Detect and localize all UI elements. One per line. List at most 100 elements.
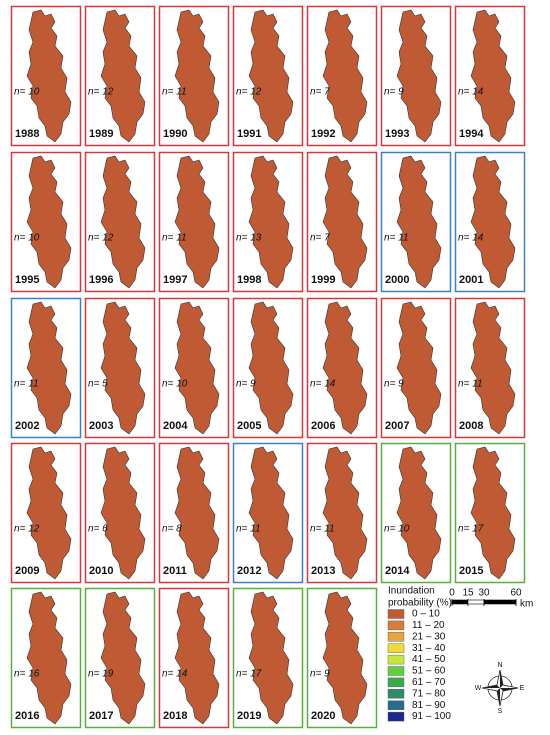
map-panel: n= 9 2007: [380, 297, 452, 439]
year-label: 1994: [459, 128, 484, 140]
map-panel: n= 12 2009: [10, 442, 82, 584]
legend-label: 21 – 30: [412, 631, 446, 642]
map-panel: n= 12 1989: [84, 5, 156, 147]
map-panel: n= 9 2005: [232, 297, 304, 439]
sample-count: n= 14: [310, 379, 336, 390]
year-label: 2020: [311, 710, 335, 722]
sample-count: n= 9: [384, 87, 404, 98]
year-label: 2013: [311, 565, 335, 577]
map-panel: n= 11 1997: [158, 151, 230, 293]
year-label: 2011: [163, 565, 187, 577]
map-panel: n= 13 1998: [232, 151, 304, 293]
map-panel: n= 11 2013: [306, 442, 378, 584]
scale-unit: km: [520, 599, 533, 610]
legend-label: 51 – 60: [412, 666, 446, 677]
sample-count: n= 10: [14, 233, 40, 244]
sample-count: n= 6: [88, 524, 108, 535]
sample-count: n= 14: [162, 669, 188, 680]
year-label: 2001: [459, 274, 483, 286]
year-label: 1998: [237, 274, 261, 286]
scale-segment: [483, 599, 517, 605]
sample-count: n= 11: [236, 524, 261, 535]
scale-label: 30: [478, 588, 490, 599]
legend-swatch: [387, 620, 405, 631]
year-label: 1989: [89, 128, 113, 140]
year-label: 1991: [237, 128, 261, 140]
map-panel: n= 9 2020: [306, 587, 378, 729]
year-label: 1993: [385, 128, 409, 140]
map-panel: n= 10 1988: [10, 5, 82, 147]
map-panel: n= 11 2008: [454, 297, 526, 439]
sample-count: n= 10: [14, 87, 40, 98]
legend-label: 91 – 100: [412, 711, 451, 722]
sample-count: n= 12: [88, 87, 114, 98]
legend-swatch: [387, 654, 405, 665]
map-panel: n= 8 2011: [158, 442, 230, 584]
map-panel: n= 16 2016: [10, 587, 82, 729]
scale-label: 60: [510, 588, 522, 599]
year-label: 2019: [237, 710, 261, 722]
scale-segment: [467, 599, 485, 605]
legend-title: probability (%): [388, 598, 452, 609]
map-panel: n= 11 2000: [380, 151, 452, 293]
year-label: 2016: [15, 710, 39, 722]
legend-label: 61 – 70: [412, 677, 446, 688]
year-label: 2006: [311, 420, 335, 432]
year-label: 1995: [15, 274, 39, 286]
map-panel: n= 10 2014: [380, 442, 452, 584]
sample-count: n= 7: [310, 87, 330, 98]
year-label: 1990: [163, 128, 187, 140]
sample-count: n= 14: [458, 233, 484, 244]
legend-swatch: [387, 700, 405, 710]
map-panel: n= 14 2001: [454, 151, 526, 293]
map-panel: n= 11 2002: [10, 297, 82, 439]
legend-label: 31 – 40: [412, 643, 446, 654]
map-panels: n= 10 1988 n= 12 1989 n= 11 1990 n= 12 1991 n= 7…: [10, 5, 526, 729]
compass-s: S: [498, 708, 503, 715]
sample-count: n= 11: [162, 87, 187, 98]
map-panel: n= 7 1999: [306, 151, 378, 293]
sample-count: n= 8: [162, 524, 182, 535]
legend-label: 41 – 50: [412, 654, 446, 665]
year-label: 2015: [459, 565, 483, 577]
sample-count: n= 9: [310, 669, 330, 680]
sample-count: n= 11: [162, 233, 187, 244]
sample-count: n= 5: [88, 379, 108, 390]
year-label: 2007: [385, 420, 409, 432]
sample-count: n= 12: [88, 233, 114, 244]
map-panel: n= 17 2015: [454, 442, 526, 584]
legend-label: 71 – 80: [412, 688, 446, 699]
year-label: 2000: [385, 274, 409, 286]
map-panel: n= 12 1996: [84, 151, 156, 293]
legend-swatch: [387, 643, 405, 653]
sample-count: n= 9: [384, 379, 404, 390]
map-panel: n= 11 1990: [158, 5, 230, 147]
year-label: 1996: [89, 274, 113, 286]
year-label: 1999: [311, 274, 335, 286]
map-panel: n= 7 1992: [306, 5, 378, 147]
legend-label: 11 – 20: [412, 620, 445, 631]
sample-count: n= 13: [236, 233, 262, 244]
compass-n: N: [497, 662, 502, 669]
sample-count: n= 17: [236, 669, 262, 680]
compass: N S E W: [475, 662, 525, 715]
map-panel: n= 17 2019: [232, 587, 304, 729]
year-label: 2004: [163, 420, 188, 432]
map-panel: n= 5 2003: [84, 297, 156, 439]
scale-label: 15: [462, 588, 474, 599]
year-label: 1988: [15, 128, 39, 140]
legend-label: 0 – 10: [412, 609, 440, 620]
sample-count: n= 10: [162, 379, 188, 390]
sample-count: n= 11: [384, 233, 409, 244]
sample-count: n= 14: [458, 87, 484, 98]
sample-count: n= 10: [384, 524, 410, 535]
legend-swatch: [387, 666, 405, 676]
map-panel: n= 14 2006: [306, 297, 378, 439]
year-label: 2010: [89, 565, 113, 577]
year-label: 2002: [15, 420, 39, 432]
map-panel: n= 14 1994: [454, 5, 526, 147]
sample-count: n= 9: [236, 379, 256, 390]
map-panel: n= 6 2010: [84, 442, 156, 584]
